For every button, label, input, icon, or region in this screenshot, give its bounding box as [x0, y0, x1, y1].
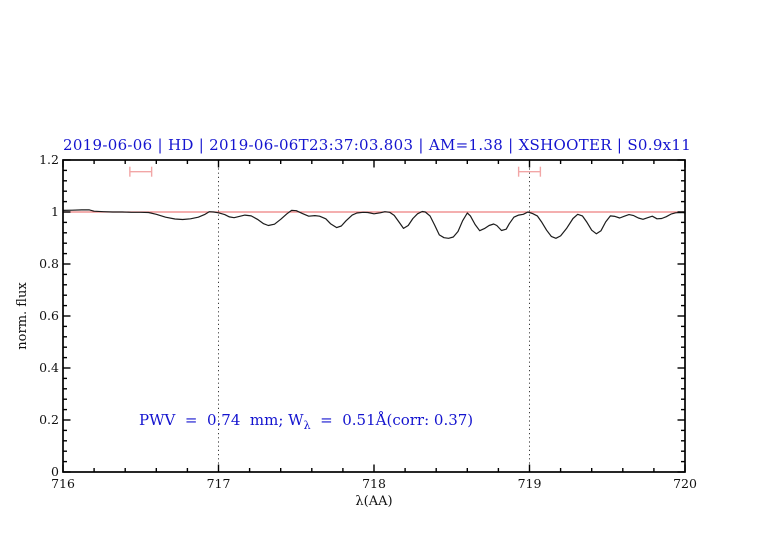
y-tick-label: 0.6 — [39, 308, 59, 323]
x-tick-label: 719 — [517, 476, 542, 491]
y-tick-label: 0.2 — [39, 412, 59, 427]
plot-title: 2019-06-06 | HD | 2019-06-06T23:37:03.80… — [63, 136, 692, 154]
x-tick-label: 717 — [206, 476, 231, 491]
pwv-annotation-tail: = 0.51Å(corr: 0.37) — [310, 411, 474, 429]
y-tick-label: 1.2 — [39, 152, 59, 167]
pwv-annotation-lead: PWV = 0.74 mm; W — [139, 411, 304, 429]
y-tick-label: 1 — [51, 204, 59, 219]
pwv-annotation: PWV = 0.74 mm; Wλ = 0.51Å(corr: 0.37) — [139, 411, 473, 432]
y-tick-label: 0.8 — [39, 256, 59, 271]
x-tick-label: 718 — [362, 476, 386, 491]
y-tick-label: 0.4 — [39, 360, 59, 375]
spectrum-curve — [62, 209, 686, 239]
x-tick-label: 720 — [673, 476, 697, 491]
x-tick-label: 716 — [51, 476, 75, 491]
pwv-annotation-subscript: λ — [303, 419, 311, 432]
x-axis-label: λ(AA) — [355, 494, 393, 509]
y-tick-label: 0 — [51, 464, 59, 479]
